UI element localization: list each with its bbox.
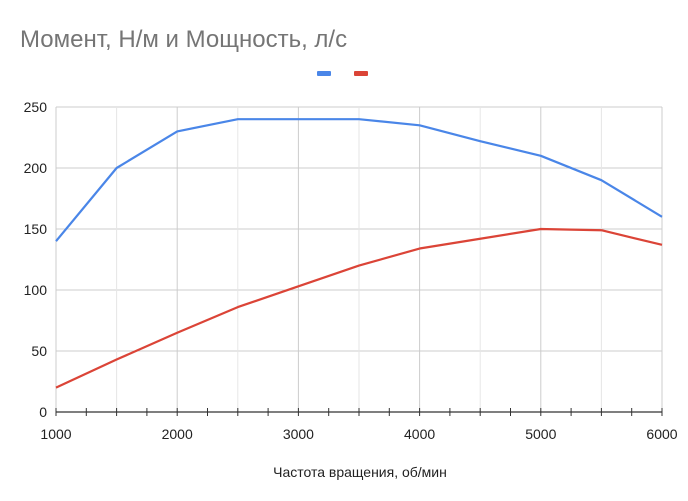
series-layer [55, 118, 663, 389]
y-tick-label: 0 [39, 404, 47, 420]
legend [317, 71, 368, 76]
grid [55, 106, 663, 412]
y-tick-label: 150 [24, 221, 48, 237]
series-line-1 [55, 118, 663, 242]
x-axis-title: Частота вращения, об/мин [273, 464, 447, 480]
legend-swatch-1 [317, 71, 331, 76]
x-tick-label: 1000 [40, 426, 71, 442]
x-tick-label: 3000 [283, 426, 314, 442]
x-tick-label: 5000 [525, 426, 556, 442]
series-line-2 [55, 227, 663, 389]
y-tick-label: 100 [24, 282, 48, 298]
chart-title: Момент, Н/м и Мощность, л/с [20, 26, 347, 53]
y-tick-label: 250 [24, 99, 48, 115]
y-tick-label: 200 [24, 160, 48, 176]
axes: 0 50 100 150 200 250 1000 2000 3000 4000 5000 6000 [24, 99, 678, 442]
x-tick-label: 4000 [404, 426, 435, 442]
y-tick-label: 50 [31, 343, 47, 359]
legend-swatch-2 [354, 71, 368, 76]
x-tick-label: 6000 [646, 426, 677, 442]
x-tick-label: 2000 [162, 426, 193, 442]
